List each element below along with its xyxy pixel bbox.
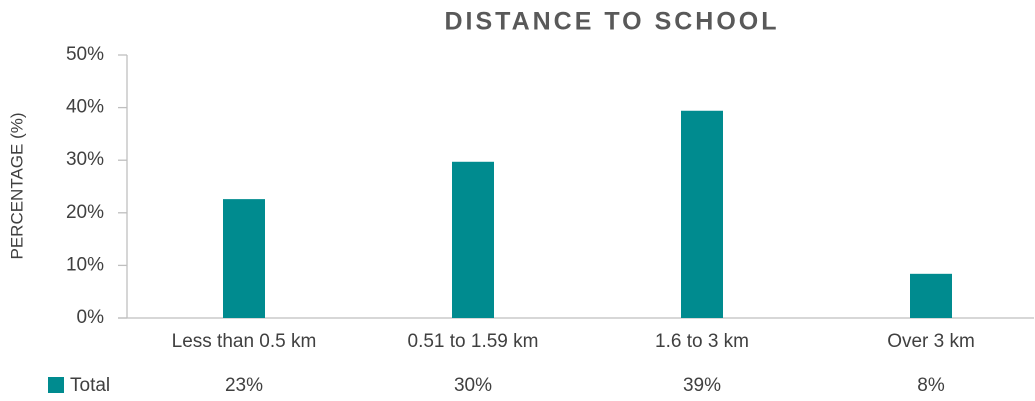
bar bbox=[681, 110, 723, 318]
legend-marker bbox=[48, 377, 64, 393]
data-table-value: 39% bbox=[683, 375, 721, 396]
chart-title: DISTANCE TO SCHOOL bbox=[444, 8, 779, 36]
y-tick-label: 50% bbox=[66, 44, 104, 65]
x-tick-label: Less than 0.5 km bbox=[172, 331, 317, 352]
data-table-value: 23% bbox=[225, 375, 263, 396]
bar bbox=[452, 161, 494, 318]
y-tick-label: 30% bbox=[66, 149, 104, 170]
y-tick-label: 0% bbox=[77, 307, 105, 328]
x-tick-label: 0.51 to 1.59 km bbox=[408, 331, 539, 352]
legend-label: Total bbox=[70, 375, 110, 396]
y-tick-label: 20% bbox=[66, 202, 104, 223]
data-table-value: 8% bbox=[917, 375, 945, 396]
x-tick-label: Over 3 km bbox=[887, 331, 975, 352]
y-axis-label: PERCENTAGE (%) bbox=[7, 112, 26, 259]
bar bbox=[223, 199, 265, 318]
y-tick-label: 10% bbox=[66, 254, 104, 275]
data-table-value: 30% bbox=[454, 375, 492, 396]
y-tick-label: 40% bbox=[66, 97, 104, 118]
bar bbox=[910, 273, 952, 318]
x-tick-label: 1.6 to 3 km bbox=[655, 331, 749, 352]
